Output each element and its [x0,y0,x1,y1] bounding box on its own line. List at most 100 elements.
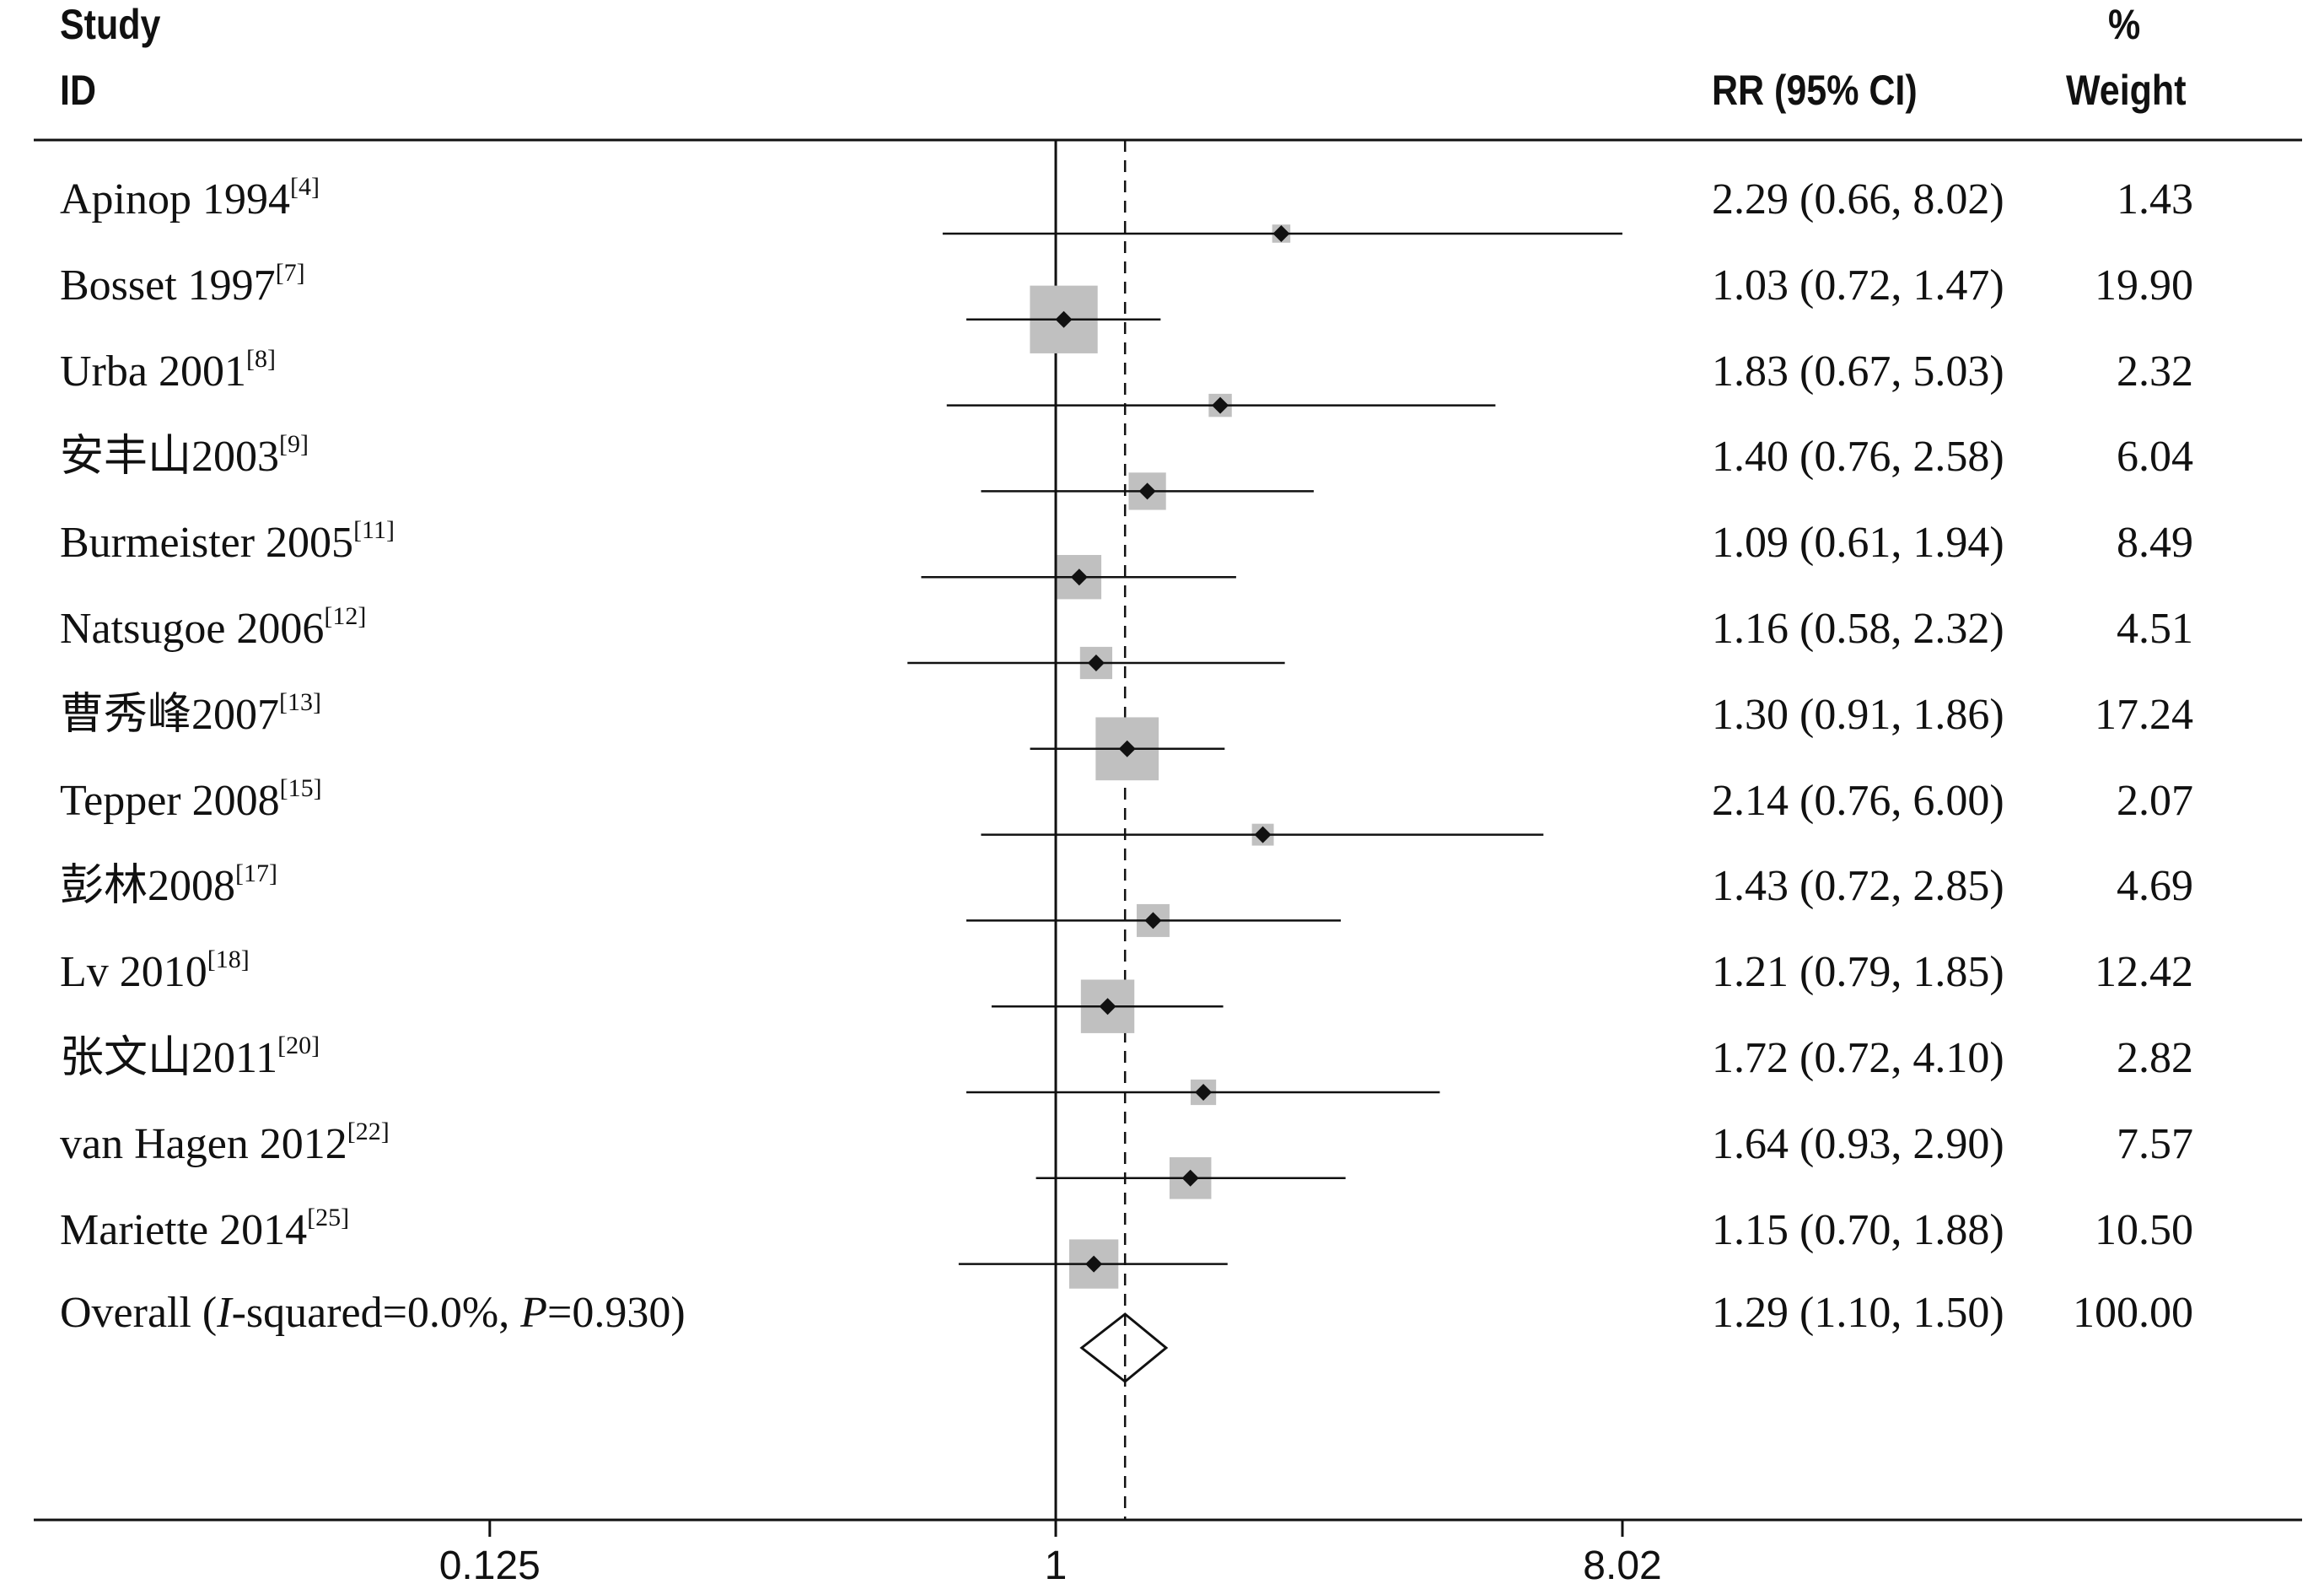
study-weight: 17.24 [2095,690,2193,739]
study-weight: 2.07 [2117,776,2193,825]
point-estimate [1118,740,1136,757]
study-label: van Hagen 2012[22] [60,1115,390,1174]
study-label: Urba 2001[8] [60,342,276,401]
x-tick-label: 8.02 [1583,1544,1661,1584]
point-estimate [1085,1255,1103,1273]
study-header: Study [60,1,161,48]
study-estimate: 1.43 (0.72, 2.85) [1712,862,2004,911]
rr-header: RR (95% CI) [1712,67,1918,114]
study-weight: 2.82 [2117,1034,2193,1082]
study-name: 张文山2011 [60,1034,278,1082]
overall-estimate: 1.29 (1.10, 1.50) [1712,1289,2004,1337]
id-header: ID [60,67,96,114]
point-estimate [1254,826,1272,843]
study-name: 曹秀峰2007 [60,690,280,739]
overall-weight: 100.00 [2073,1289,2193,1337]
table-row: van Hagen 2012[22] 1.64 (0.93, 2.90) 7.57 [0,1115,2324,1201]
study-label: Lv 2010[18] [60,943,250,1002]
point-estimate [1055,310,1073,328]
x-tick-label: 1 [1045,1544,1068,1584]
study-reference: [20] [277,1032,320,1059]
table-row: Urba 2001[8] 1.83 (0.67, 5.03) 2.32 [0,342,2324,428]
study-label: Burmeister 2005[11] [60,514,395,573]
study-label: Mariette 2014[25] [60,1201,349,1260]
overall-diamond [1079,1312,1169,1383]
study-label: Apinop 1994[4] [60,170,320,229]
study-name: Mariette 2014 [60,1205,308,1254]
study-name: van Hagen 2012 [60,1119,347,1168]
study-reference: [17] [235,859,277,888]
study-weight: 19.90 [2095,261,2193,310]
study-weight: 8.49 [2117,519,2193,568]
study-reference: [22] [347,1117,390,1145]
study-reference: [12] [324,602,367,630]
table-row: Mariette 2014[25] 1.15 (0.70, 1.88) 10.50 [0,1201,2324,1287]
table-row: Burmeister 2005[11] 1.09 (0.61, 1.94) 8.49 [0,514,2324,600]
study-estimate: 1.21 (0.79, 1.85) [1712,948,2004,997]
study-estimate: 1.83 (0.67, 5.03) [1712,347,2004,396]
point-estimate [1181,1169,1199,1187]
study-label: 彭林2008[17] [60,857,277,916]
study-reference: [18] [207,946,250,974]
study-name: Burmeister 2005 [60,519,354,568]
study-weight: 4.51 [2117,605,2193,653]
table-row: Apinop 1994[4] 2.29 (0.66, 8.02) 1.43 [0,170,2324,256]
study-estimate: 1.15 (0.70, 1.88) [1712,1205,2004,1254]
study-name: Urba 2001 [60,347,246,396]
table-row: 安丰山2003[9] 1.40 (0.76, 2.58) 6.04 [0,428,2324,514]
point-estimate [1144,912,1162,929]
study-reference: [9] [279,430,309,459]
table-row: 张文山2011[20] 1.72 (0.72, 4.10) 2.82 [0,1029,2324,1115]
study-weight: 4.69 [2117,862,2193,911]
point-estimate [1272,225,1290,242]
study-label: 张文山2011[20] [60,1029,320,1088]
point-estimate [1099,998,1116,1016]
study-reference: [4] [290,173,320,201]
study-name: Natsugoe 2006 [60,605,325,653]
point-estimate [1195,1084,1213,1101]
study-reference: [13] [279,687,321,716]
study-estimate: 1.16 (0.58, 2.32) [1712,605,2004,653]
study-estimate: 1.03 (0.72, 1.47) [1712,261,2004,310]
study-reference: [8] [245,344,276,373]
table-row: 彭林2008[17] 1.43 (0.72, 2.85) 4.69 [0,857,2324,943]
table-row: Natsugoe 2006[12] 1.16 (0.58, 2.32) 4.51 [0,600,2324,686]
table-row: Lv 2010[18] 1.21 (0.79, 1.85) 12.42 [0,943,2324,1029]
study-estimate: 2.14 (0.76, 6.00) [1712,776,2004,825]
study-estimate: 1.09 (0.61, 1.94) [1712,519,2004,568]
study-label: 曹秀峰2007[13] [60,686,321,745]
point-estimate [1138,482,1156,500]
study-label: Tepper 2008[15] [60,772,322,831]
study-name: 安丰山2003 [60,433,280,482]
study-estimate: 1.30 (0.91, 1.86) [1712,690,2004,739]
study-weight: 1.43 [2117,175,2193,224]
study-weight: 12.42 [2095,948,2193,997]
percent-header: % [2108,1,2141,48]
study-name: Apinop 1994 [60,175,290,224]
study-weight: 10.50 [2095,1205,2193,1254]
table-row: 曹秀峰2007[13] 1.30 (0.91, 1.86) 17.24 [0,686,2324,772]
weight-header: Weight [2066,67,2187,114]
study-name: Bosset 1997 [60,261,276,310]
study-name: 彭林2008 [60,862,236,911]
study-name: Tepper 2008 [60,776,280,825]
study-reference: [25] [307,1203,350,1231]
study-reference: [15] [279,773,322,802]
study-estimate: 1.40 (0.76, 2.58) [1712,433,2004,482]
x-tick-label: 0.125 [439,1544,541,1584]
study-estimate: 2.29 (0.66, 8.02) [1712,175,2004,224]
study-name: Lv 2010 [60,948,207,997]
study-reference: [11] [353,516,395,545]
study-weight: 7.57 [2117,1119,2193,1168]
study-weight: 6.04 [2117,433,2193,482]
table-row: Tepper 2008[15] 2.14 (0.76, 6.00) 2.07 [0,772,2324,858]
study-label: 安丰山2003[9] [60,428,309,487]
overall-row: Overall (I-squared=0.0%, P=0.930) 1.29 (… [0,1284,2324,1370]
point-estimate [1087,655,1105,671]
study-label: Bosset 1997[7] [60,256,305,315]
point-estimate [1212,396,1229,414]
study-reference: [7] [275,258,305,287]
point-estimate [1070,568,1088,586]
study-estimate: 1.64 (0.93, 2.90) [1712,1119,2004,1168]
